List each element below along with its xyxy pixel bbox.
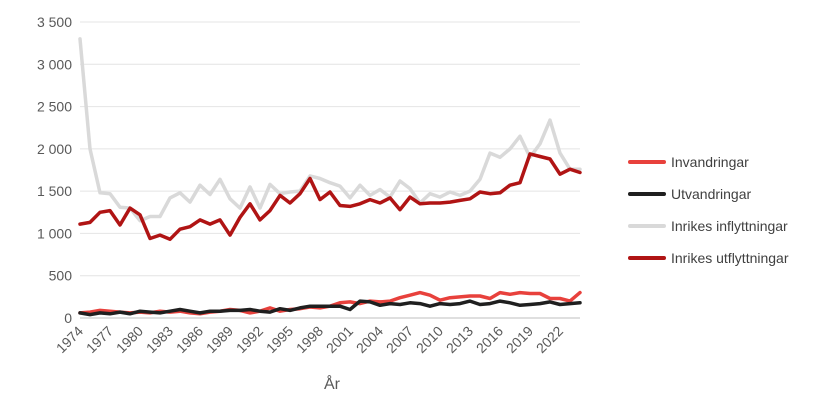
x-tick-label: 2004	[353, 323, 386, 356]
y-tick-label: 3 000	[37, 56, 72, 72]
x-tick-label: 1986	[173, 323, 206, 356]
legend: Invandringar Utvandringar Inrikes inflyttn…	[628, 154, 789, 266]
x-tick-label: 2013	[443, 323, 476, 356]
x-tick-label: 2019	[503, 323, 536, 356]
series-lines	[78, 37, 582, 317]
series-line-inrikes-inflyttningar	[78, 37, 582, 223]
x-tick-label: 2001	[323, 323, 356, 356]
x-tick-label: 2010	[413, 323, 446, 356]
legend-label: Invandringar	[671, 154, 749, 170]
legend-label: Utvandringar	[671, 186, 751, 202]
x-tick-label: 2022	[533, 323, 566, 356]
x-tick-label: 1983	[143, 323, 176, 356]
x-axis: 1974197719801983198619891992199519982001…	[53, 323, 566, 356]
x-tick-label: 1992	[233, 323, 266, 356]
legend-label: Inrikes inflyttningar	[671, 218, 788, 234]
y-tick-label: 500	[49, 268, 73, 284]
y-tick-label: 1 500	[37, 183, 72, 199]
series-line-utvandringar	[78, 299, 582, 317]
y-tick-label: 0	[64, 310, 72, 326]
x-tick-label: 2016	[473, 323, 506, 356]
y-tick-label: 2 500	[37, 99, 72, 115]
x-tick-label: 1995	[263, 323, 296, 356]
x-tick-label: 1980	[113, 323, 146, 356]
x-tick-label: 2007	[383, 323, 416, 356]
x-tick-label: 1998	[293, 323, 326, 356]
legend-label: Inrikes utflyttningar	[671, 250, 789, 266]
gridlines	[80, 21, 580, 319]
y-tick-label: 3 500	[37, 14, 72, 30]
y-axis: 0 500 1 000 1 500 2 000 2 500 3 000 3 500	[37, 14, 72, 326]
x-tick-label: 1977	[83, 323, 116, 356]
x-axis-label: År	[324, 374, 341, 393]
x-tick-label: 1974	[53, 323, 86, 356]
series-line-inrikes-utflyttningar	[78, 152, 582, 242]
x-tick-label: 1989	[203, 323, 236, 356]
y-tick-label: 2 000	[37, 141, 72, 157]
y-tick-label: 1 000	[37, 225, 72, 241]
